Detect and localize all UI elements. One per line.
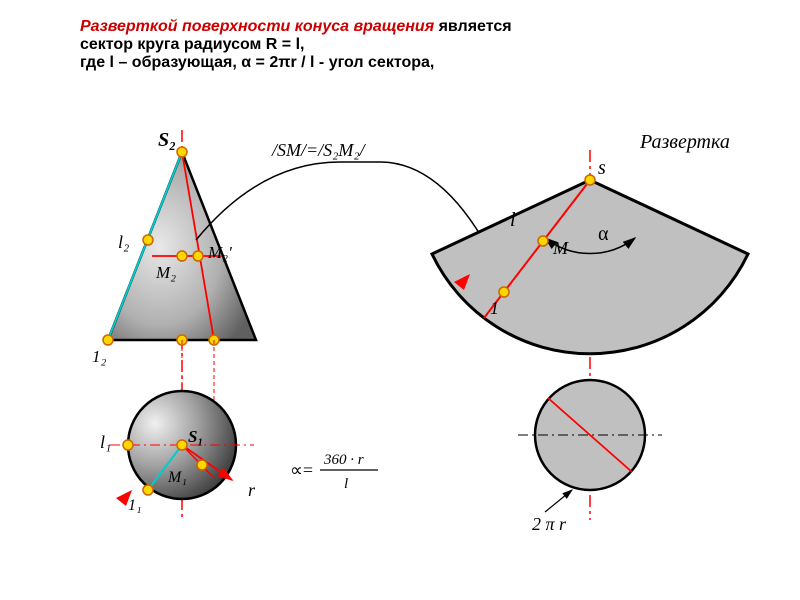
- lbl-S1: S₁: [188, 427, 203, 446]
- lbl-l2: l₂: [118, 232, 129, 252]
- marker-S1: [177, 440, 187, 450]
- callout-line: [196, 162, 380, 240]
- lbl-M1: M₁: [167, 469, 187, 486]
- lbl-frac-bot: l: [344, 476, 348, 492]
- lbl-M: M: [552, 238, 569, 258]
- lbl-I1: 1₁: [128, 497, 142, 514]
- cone-front: [108, 152, 256, 340]
- lbl-l: l: [510, 209, 516, 231]
- lbl-alpha-eq: ∝=: [290, 460, 313, 480]
- lbl-M2p: M₂': [207, 243, 232, 262]
- marker-M2: [177, 251, 187, 261]
- lbl-alpha: α: [598, 223, 609, 245]
- marker-I1: [143, 485, 153, 495]
- lbl-s: s: [598, 157, 606, 179]
- sector-shape: [432, 180, 748, 354]
- lbl-one: 1: [490, 298, 499, 318]
- marker-1-dev: [499, 287, 509, 297]
- marker-l1: [123, 440, 133, 450]
- lbl-razv: Развертка: [639, 131, 730, 153]
- lbl-frac-top: 360 · r: [323, 452, 364, 468]
- marker-S2: [177, 147, 187, 157]
- lbl-2pir: 2 π r: [532, 514, 567, 534]
- lbl-r: r: [248, 480, 256, 500]
- lbl-S2: S₂: [158, 129, 176, 151]
- lbl-SM-eq: /SM/=/S₂M₂/: [271, 140, 367, 160]
- lbl-l1: l₁: [100, 432, 111, 452]
- lbl-I2: 1₂: [92, 347, 107, 366]
- twopir-ptr: [545, 490, 572, 512]
- marker-s: [585, 175, 595, 185]
- marker-M-dev: [538, 236, 548, 246]
- diagram-svg: S₂ l₂ M₂ M₂' 1₂ l₁ S₁ M₁ 1₁ r /SM/=/S₂M₂…: [0, 0, 800, 600]
- marker-l2: [143, 235, 153, 245]
- lbl-M2: M₂: [155, 263, 176, 282]
- marker-M1: [197, 460, 207, 470]
- marker-I2-left: [103, 335, 113, 345]
- marker-M2p: [193, 251, 203, 261]
